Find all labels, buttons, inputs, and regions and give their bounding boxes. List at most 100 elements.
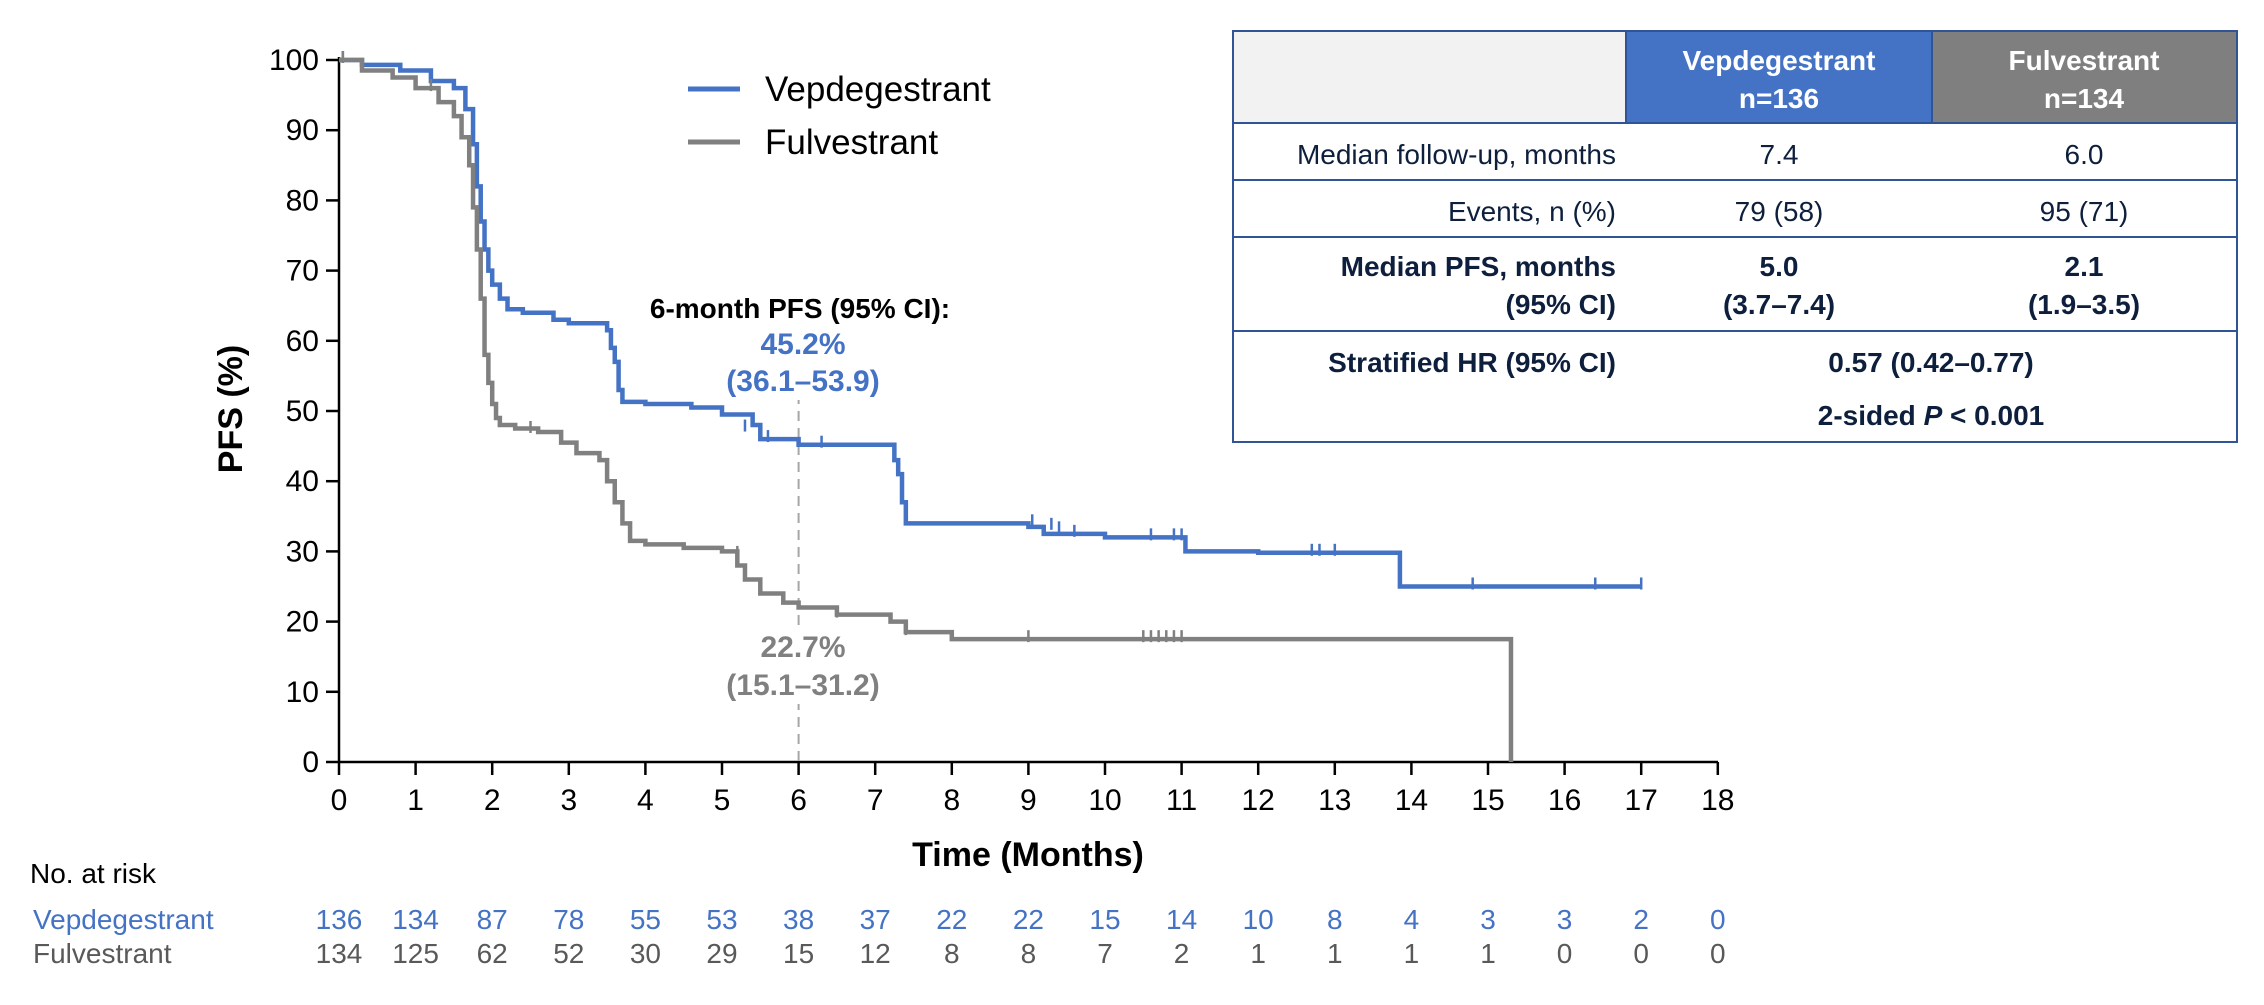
x-tick-label: 8 [943,784,960,817]
x-ticks: 0 1 2 3 4 5 6 7 8 9 10 11 12 13 14 15 16 17 18 [331,762,1734,817]
table-row-hr-value: 0.57 (0.42–0.77) [1828,347,2034,378]
landmark-group: 6-month PFS (95% CI): 45.2% (36.1–53.9) … [650,293,950,762]
y-tick-label: 100 [269,44,319,77]
x-tick-label: 12 [1242,784,1275,817]
pvalue-p: P [1924,400,1943,431]
risk-value-fulvestrant: 30 [630,938,661,969]
table-row-events-vep: 79 (58) [1735,196,1824,227]
summary-table: Vepdegestrant n=136 Fulvestrant n=134 Me… [1232,30,2238,443]
risk-value-fulvestrant: 62 [477,938,508,969]
y-tick-label: 90 [286,114,319,147]
risk-value-vepdegestrant: 22 [1013,904,1044,935]
x-tick-label: 5 [714,784,731,817]
pvalue-prefix: 2-sided [1818,400,1924,431]
landmark-ful-ci: (15.1–31.2) [726,669,879,702]
risk-value-fulvestrant: 0 [1557,938,1573,969]
table-row-median-ful-b: (1.9–3.5) [2028,289,2140,320]
table-row-median-vep-b: (3.7–7.4) [1723,289,1835,320]
x-tick-label: 1 [407,784,424,817]
table-row-median-vep-a: 5.0 [1760,251,1799,282]
x-tick-label: 15 [1471,784,1504,817]
x-tick-label: 4 [637,784,654,817]
table-header-blank-cell [1233,31,1626,123]
table-row-hr-label: Stratified HR (95% CI) [1328,347,1616,378]
risk-value-vepdegestrant: 78 [553,904,584,935]
risk-value-vepdegestrant: 8 [1327,904,1343,935]
legend-label-vepdegestrant: Vepdegestrant [765,70,991,109]
risk-value-vepdegestrant: 38 [783,904,814,935]
x-axis-title: Time (Months) [912,836,1144,874]
risk-value-vepdegestrant: 4 [1404,904,1420,935]
landmark-vep-ci: (36.1–53.9) [726,365,879,398]
risk-value-vepdegestrant: 53 [706,904,737,935]
y-tick-label: 10 [286,676,319,709]
table-header-vep-n: n=136 [1739,83,1819,114]
risk-value-vepdegestrant: 14 [1166,904,1197,935]
risk-value-fulvestrant: 7 [1097,938,1113,969]
risk-value-vepdegestrant: 2 [1633,904,1649,935]
risk-table: No. at risk Vepdegestrant Fulvestrant 13… [30,858,1726,969]
risk-value-vepdegestrant: 37 [860,904,891,935]
risk-value-vepdegestrant: 10 [1243,904,1274,935]
risk-value-vepdegestrant: 55 [630,904,661,935]
risk-value-fulvestrant: 1 [1480,938,1496,969]
x-tick-label: 18 [1701,784,1734,817]
risk-value-fulvestrant: 134 [316,938,363,969]
series-layer [339,51,1643,762]
landmark-ful-value: 22.7% [760,631,845,664]
y-tick-label: 20 [286,606,319,639]
risk-value-fulvestrant: 1 [1404,938,1420,969]
table-header-ful-cell [1932,31,2237,123]
risk-value-vepdegestrant: 136 [316,904,363,935]
table-row-followup-vep: 7.4 [1760,139,1799,170]
risk-value-vepdegestrant: 87 [477,904,508,935]
risk-value-vepdegestrant: 15 [1089,904,1120,935]
x-tick-label: 14 [1395,784,1428,817]
x-tick-label: 11 [1166,784,1197,817]
table-row-median-label-a: Median PFS, months [1341,251,1616,282]
risk-row-label-vepdegestrant: Vepdegestrant [33,904,214,935]
x-tick-label: 13 [1318,784,1351,817]
risk-value-fulvestrant: 52 [553,938,584,969]
risk-value-vepdegestrant: 22 [936,904,967,935]
risk-value-fulvestrant: 0 [1710,938,1726,969]
risk-value-vepdegestrant: 0 [1710,904,1726,935]
y-tick-label: 0 [302,746,319,779]
risk-table-heading: No. at risk [30,858,157,889]
table-header-ful-n: n=134 [2044,83,2125,114]
risk-value-fulvestrant: 0 [1633,938,1649,969]
x-tick-label: 10 [1088,784,1121,817]
y-tick-label: 80 [286,184,319,217]
table-header-vep-name: Vepdegestrant [1683,45,1876,76]
table-row-pvalue: 2-sided P < 0.001 [1818,400,2044,431]
table-row-followup-label: Median follow-up, months [1297,139,1616,170]
landmark-label-background [708,326,889,400]
x-tick-label: 2 [484,784,501,817]
x-tick-label: 0 [331,784,348,817]
x-tick-label: 16 [1548,784,1581,817]
risk-value-fulvestrant: 29 [706,938,737,969]
y-ticks: 0 10 20 30 40 50 60 70 80 90 100 [269,44,339,779]
table-header-vep-cell [1626,31,1932,123]
x-tick-label: 7 [867,784,884,817]
y-tick-label: 70 [286,255,319,288]
series-line-vepdegestrant [339,57,1642,589]
x-tick-label: 3 [560,784,577,817]
y-tick-label: 40 [286,465,319,498]
risk-value-fulvestrant: 15 [783,938,814,969]
landmark-label-background-grey [708,628,889,704]
pvalue-suffix: < 0.001 [1942,400,2044,431]
y-axis-title: PFS (%) [212,345,250,473]
risk-value-vepdegestrant: 3 [1480,904,1496,935]
risk-value-fulvestrant: 1 [1327,938,1343,969]
table-row-median-label-b: (95% CI) [1506,289,1616,320]
risk-value-fulvestrant: 2 [1174,938,1190,969]
risk-value-fulvestrant: 1 [1250,938,1266,969]
risk-row-label-fulvestrant: Fulvestrant [33,938,172,969]
x-tick-label: 9 [1020,784,1037,817]
series-line-fulvestrant [339,57,1514,762]
risk-value-fulvestrant: 12 [860,938,891,969]
risk-value-fulvestrant: 125 [392,938,439,969]
